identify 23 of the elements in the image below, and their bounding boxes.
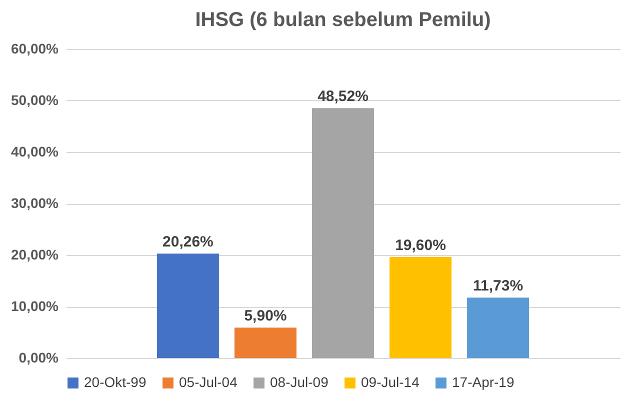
data-label: 11,73% bbox=[473, 278, 524, 295]
y-tick-label: 0,00% bbox=[18, 350, 60, 366]
y-tick-label: 40,00% bbox=[11, 144, 60, 160]
bar bbox=[467, 298, 530, 358]
data-label: 20,26% bbox=[162, 234, 214, 251]
y-tick-label: 10,00% bbox=[11, 298, 60, 314]
bar bbox=[234, 328, 296, 358]
chart-title: IHSG (6 bulan sebelum Pemilu) bbox=[195, 9, 491, 31]
y-tick-label: 50,00% bbox=[11, 92, 60, 108]
legend-label: 08-Jul-09 bbox=[270, 374, 329, 390]
y-tick-label: 60,00% bbox=[11, 40, 60, 56]
bar bbox=[312, 108, 374, 358]
legend-label: 20-Okt-99 bbox=[84, 374, 146, 390]
bar bbox=[390, 257, 452, 358]
data-label: 19,60% bbox=[395, 237, 446, 254]
legend-label: 05-Jul-04 bbox=[179, 374, 238, 390]
legend-label: 09-Jul-14 bbox=[361, 374, 420, 390]
data-label: 48,52% bbox=[318, 88, 368, 106]
legend-label: 17-Apr-19 bbox=[452, 374, 514, 390]
bar bbox=[156, 254, 219, 358]
data-label: 5,90% bbox=[244, 308, 287, 325]
y-tick-label: 30,00% bbox=[11, 195, 60, 211]
y-tick-label: 20,00% bbox=[11, 246, 60, 262]
